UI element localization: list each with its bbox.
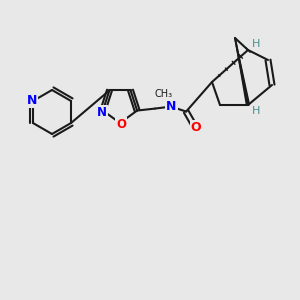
- Text: O: O: [116, 118, 126, 131]
- Text: N: N: [166, 100, 176, 113]
- Text: CH₃: CH₃: [154, 88, 172, 99]
- Text: N: N: [97, 106, 107, 119]
- Text: N: N: [27, 94, 37, 106]
- Polygon shape: [235, 38, 250, 105]
- Text: H: H: [252, 106, 260, 116]
- Text: H: H: [252, 39, 260, 49]
- Text: O: O: [191, 121, 201, 134]
